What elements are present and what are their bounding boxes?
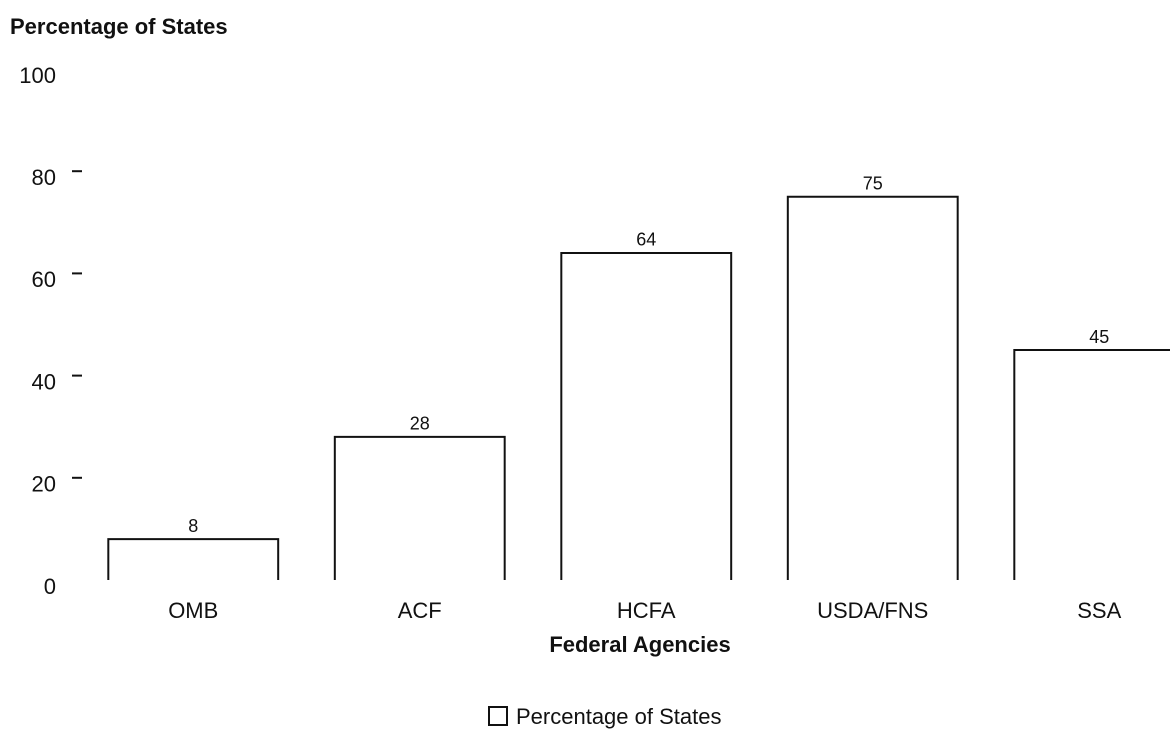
bar	[1013, 349, 1170, 580]
value-label: 75	[863, 174, 883, 194]
x-tick-label: HCFA	[617, 598, 676, 623]
y-axis-label: Percentage of States	[10, 14, 228, 39]
bar	[107, 538, 280, 580]
x-tick-label: ACF	[398, 598, 442, 623]
legend-label: Percentage of States	[516, 704, 721, 729]
bar	[333, 435, 506, 580]
value-label: 28	[410, 414, 430, 434]
value-label: 64	[636, 230, 656, 250]
x-tick-label: SSA	[1077, 598, 1121, 623]
y-tick-label: 20	[32, 472, 56, 497]
legend-swatch	[488, 706, 508, 726]
x-tick-label: USDA/FNS	[817, 598, 928, 623]
y-tick-label: 80	[32, 165, 56, 190]
bar	[560, 251, 733, 580]
bar	[786, 195, 959, 580]
value-label: 45	[1089, 327, 1109, 347]
y-tick-label: 0	[44, 574, 56, 599]
y-tick-label: 100	[19, 63, 56, 88]
x-tick-label: OMB	[168, 598, 218, 623]
y-tick-label: 60	[32, 267, 56, 292]
x-axis-label: Federal Agencies	[549, 632, 730, 657]
value-label: 8	[188, 516, 198, 536]
y-tick-label: 40	[32, 369, 56, 394]
